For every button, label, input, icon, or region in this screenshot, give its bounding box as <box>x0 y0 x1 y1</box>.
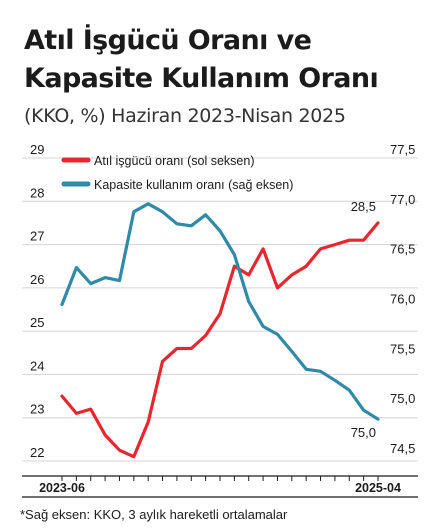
right-tick-label: 75,5 <box>390 341 415 356</box>
title-line-1: Atıl İşgücü Oranı ve <box>24 25 312 56</box>
data-label: 75,0 <box>351 425 376 440</box>
series-line-atil-isgucu <box>60 221 380 459</box>
footnote: *Sağ eksen: KKO, 3 aylık hareketli ortal… <box>20 507 288 522</box>
left-tick-label: 27 <box>30 229 44 244</box>
right-tick-label: 76,5 <box>390 242 415 257</box>
x-tick-label: 2025-04 <box>355 481 401 495</box>
series-line-kko <box>60 202 380 421</box>
x-axis: 2023-06 2025-04 <box>22 475 418 498</box>
right-axis-ticks: 74,5 75,0 75,5 76,0 76,5 77,0 77,5 <box>390 142 415 456</box>
data-annotations: 28,5 75,0 <box>351 199 376 440</box>
title-line-2: Kapasite Kullanım Oranı <box>24 63 379 94</box>
data-label: 28,5 <box>351 199 376 214</box>
legend-label: Kapasite kullanım oranı (sağ eksen) <box>94 178 293 192</box>
legend-label: Atıl işgücü oranı (sol seksen) <box>94 154 255 168</box>
series-lines <box>60 202 380 459</box>
left-tick-label: 25 <box>30 315 44 330</box>
left-tick-label: 22 <box>30 445 44 460</box>
right-tick-label: 77,5 <box>390 142 415 157</box>
gridlines <box>22 157 418 462</box>
left-tick-label: 26 <box>30 272 44 287</box>
x-tick-label: 2023-06 <box>39 481 85 495</box>
right-tick-label: 75,0 <box>390 391 415 406</box>
left-axis-ticks: 22 23 24 25 26 27 28 29 <box>30 142 44 460</box>
legend: Atıl işgücü oranı (sol seksen) Kapasite k… <box>61 154 293 192</box>
left-tick-label: 29 <box>30 142 44 157</box>
chart-subtitle: (KKO, %) Haziran 2023-Nisan 2025 <box>24 105 346 127</box>
left-tick-label: 23 <box>30 402 44 417</box>
left-tick-label: 24 <box>30 358 44 373</box>
right-tick-label: 74,5 <box>390 441 415 456</box>
right-tick-label: 77,0 <box>390 192 415 207</box>
dual-axis-line-chart: 22 23 24 25 26 27 28 29 74,5 75,0 75,5 76,0 76,5 77,… <box>22 142 418 498</box>
right-tick-label: 76,0 <box>390 292 415 307</box>
left-tick-label: 28 <box>30 185 44 200</box>
chart-title: Atıl İşgücü Oranı ve Kapasite Kullanım O… <box>24 22 424 98</box>
